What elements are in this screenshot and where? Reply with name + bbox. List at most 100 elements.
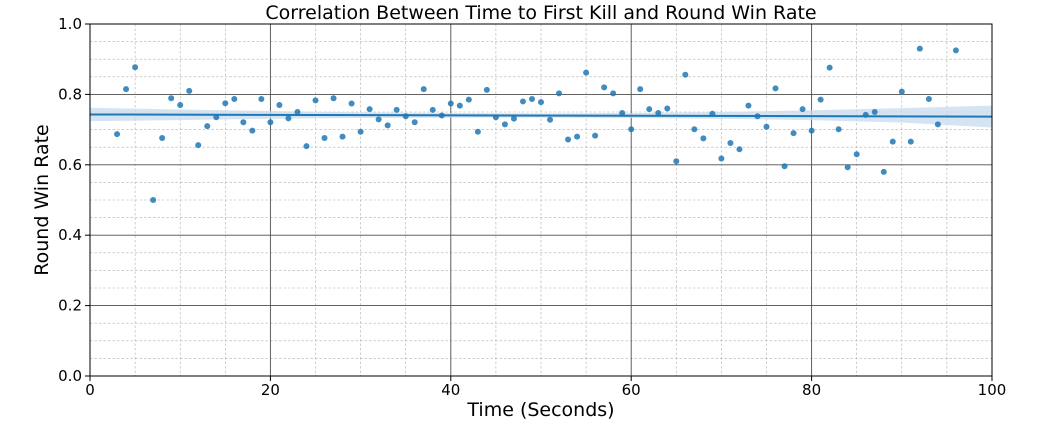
data-point <box>132 64 139 71</box>
chart-title: Correlation Between Time to First Kill a… <box>265 2 816 24</box>
data-point <box>321 135 328 142</box>
data-point <box>375 116 382 123</box>
data-point <box>303 143 310 150</box>
data-point <box>330 95 337 102</box>
data-point <box>474 128 481 135</box>
x-axis-title: Time (Seconds) <box>466 399 614 421</box>
trend-line-layer <box>89 113 993 118</box>
data-point <box>547 116 554 123</box>
data-point <box>123 86 130 93</box>
data-point <box>231 95 238 102</box>
data-point <box>276 101 283 108</box>
data-point <box>285 115 292 122</box>
data-point <box>727 139 734 146</box>
data-point <box>420 86 427 93</box>
data-point <box>745 102 752 109</box>
minor-grid <box>90 24 992 376</box>
data-point <box>312 97 319 104</box>
data-point <box>501 121 508 128</box>
data-point <box>907 138 914 145</box>
data-point <box>465 96 472 103</box>
data-point <box>889 138 896 145</box>
data-point <box>574 133 581 140</box>
data-point <box>213 114 220 121</box>
data-point <box>429 106 436 113</box>
data-point <box>592 132 599 139</box>
data-point <box>916 45 923 52</box>
data-point <box>565 136 572 143</box>
data-point <box>195 142 202 149</box>
data-point <box>610 90 617 97</box>
data-point <box>763 123 770 130</box>
y-tick-label: 0.0 <box>58 367 82 385</box>
y-tick-label: 0.4 <box>58 226 82 244</box>
data-point <box>646 106 653 113</box>
x-tick-label: 100 <box>978 381 1007 399</box>
data-point <box>655 110 662 117</box>
data-point <box>844 164 851 171</box>
data-point <box>483 86 490 93</box>
data-point <box>871 109 878 115</box>
data-point <box>835 126 842 133</box>
data-point <box>366 106 373 113</box>
data-point <box>411 119 418 126</box>
x-tick-label: 0 <box>85 381 95 399</box>
data-point <box>826 64 833 71</box>
data-point <box>339 133 346 140</box>
x-axis-ticks: 0 20 40 60 80 100 <box>85 376 1006 399</box>
y-tick-label: 0.6 <box>58 156 82 174</box>
y-axis-title: Round Win Rate <box>31 124 53 275</box>
data-point <box>186 87 193 94</box>
x-tick-label: 80 <box>802 381 821 399</box>
x-tick-label: 60 <box>622 381 641 399</box>
data-point <box>528 95 535 102</box>
data-point <box>952 47 959 54</box>
data-point <box>456 102 463 109</box>
data-point <box>817 96 824 103</box>
data-point <box>114 131 121 138</box>
data-point <box>682 71 689 78</box>
data-point <box>601 84 608 91</box>
data-point <box>781 163 788 170</box>
data-point <box>628 126 635 133</box>
data-point <box>736 146 743 153</box>
y-tick-label: 0.2 <box>58 297 82 315</box>
data-point <box>240 119 247 126</box>
data-point <box>772 85 779 92</box>
data-point <box>294 109 301 115</box>
data-points <box>114 45 959 203</box>
y-tick-label: 0.8 <box>58 85 82 103</box>
data-point <box>691 126 698 133</box>
data-point <box>790 130 797 137</box>
data-point <box>357 128 364 135</box>
data-point <box>519 98 526 105</box>
data-point <box>700 135 707 142</box>
confidence-band <box>90 105 992 128</box>
data-point <box>348 100 355 107</box>
x-tick-label: 20 <box>261 381 280 399</box>
plot-frame <box>89 23 993 377</box>
data-point <box>853 151 860 158</box>
data-point <box>898 88 905 95</box>
data-point <box>880 168 887 175</box>
data-point <box>619 110 626 117</box>
data-point <box>673 158 680 165</box>
data-point <box>447 100 454 107</box>
data-point <box>267 119 274 126</box>
data-point <box>258 95 265 102</box>
data-point <box>159 135 166 142</box>
data-point <box>168 95 175 102</box>
data-point <box>249 127 256 134</box>
data-point <box>664 105 671 112</box>
confidence-band-layer <box>90 105 992 128</box>
data-point <box>799 106 806 113</box>
data-point <box>222 100 229 107</box>
y-tick-label: 1.0 <box>58 15 82 33</box>
data-point <box>177 101 184 108</box>
data-point <box>934 121 941 128</box>
data-point <box>583 69 590 76</box>
data-point <box>808 127 815 134</box>
data-point <box>384 122 391 129</box>
data-point <box>925 95 932 102</box>
